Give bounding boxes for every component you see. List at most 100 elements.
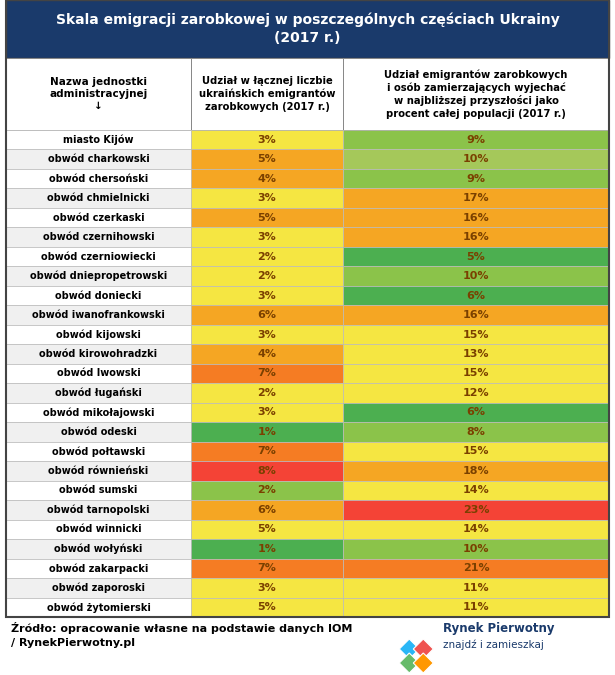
Text: 11%: 11%: [462, 583, 490, 593]
Text: Skala emigracji zarobkowej w poszczególnych częściach Ukrainy
(2017 r.): Skala emigracji zarobkowej w poszczególn…: [55, 13, 560, 45]
Bar: [343, 305, 609, 325]
Text: Udział emigrantów zarobkowych
i osób zamierzających wyjechać
w najbliższej przys: Udział emigrantów zarobkowych i osób zam…: [384, 69, 568, 119]
Bar: [191, 305, 343, 325]
Text: 16%: 16%: [462, 232, 490, 242]
Bar: [191, 286, 343, 305]
Text: obwód czernihowski: obwód czernihowski: [42, 232, 154, 242]
Bar: [191, 247, 343, 267]
Text: 23%: 23%: [462, 505, 490, 515]
Bar: [343, 169, 609, 188]
Text: obwód doniecki: obwód doniecki: [55, 290, 141, 300]
Text: 2%: 2%: [258, 252, 276, 262]
Bar: [191, 169, 343, 188]
Bar: [343, 149, 609, 169]
Text: 14%: 14%: [462, 524, 490, 535]
Bar: [343, 130, 609, 149]
Bar: [343, 481, 609, 500]
Text: 21%: 21%: [462, 564, 490, 573]
Bar: [191, 403, 343, 422]
Polygon shape: [399, 653, 419, 673]
Text: 3%: 3%: [258, 135, 276, 144]
Polygon shape: [413, 653, 434, 673]
Text: Rynek Pierwotny: Rynek Pierwotny: [443, 622, 554, 635]
Bar: [6, 188, 191, 208]
Text: 1%: 1%: [258, 544, 276, 554]
Bar: [191, 461, 343, 481]
Bar: [6, 149, 191, 169]
Text: obwód iwanofrankowski: obwód iwanofrankowski: [32, 310, 165, 320]
Text: 4%: 4%: [258, 173, 277, 184]
Bar: [343, 286, 609, 305]
Bar: [6, 58, 191, 130]
Bar: [191, 597, 343, 617]
Text: 9%: 9%: [467, 173, 485, 184]
Bar: [6, 130, 191, 149]
Text: 7%: 7%: [258, 446, 276, 456]
Bar: [343, 461, 609, 481]
Text: obwód tarnopolski: obwód tarnopolski: [47, 505, 149, 515]
Text: 2%: 2%: [258, 485, 276, 495]
Bar: [6, 0, 609, 58]
Bar: [6, 422, 191, 441]
Text: obwód zakarpacki: obwód zakarpacki: [49, 563, 148, 574]
Bar: [6, 441, 191, 461]
Bar: [6, 305, 191, 325]
Text: obwód równieński: obwód równieński: [49, 466, 149, 476]
Text: obwód kirowohradzki: obwód kirowohradzki: [39, 349, 157, 359]
Text: obwód sumski: obwód sumski: [59, 485, 138, 495]
Text: 2%: 2%: [258, 271, 276, 281]
Bar: [343, 247, 609, 267]
Text: 5%: 5%: [258, 213, 276, 223]
Bar: [343, 558, 609, 578]
Bar: [343, 58, 609, 130]
Text: Udział w łącznej liczbie
ukraińskich emigrantów
zarobkowych (2017 r.): Udział w łącznej liczbie ukraińskich emi…: [199, 76, 335, 112]
Text: znajdź i zamieszkaj: znajdź i zamieszkaj: [443, 639, 544, 649]
Bar: [191, 500, 343, 520]
Bar: [343, 441, 609, 461]
Bar: [343, 364, 609, 383]
Text: 3%: 3%: [258, 329, 276, 340]
Text: Nazwa jednostki
administracyjnej
↓: Nazwa jednostki administracyjnej ↓: [49, 76, 148, 111]
Text: obwód żytomierski: obwód żytomierski: [47, 602, 151, 612]
Bar: [191, 364, 343, 383]
Bar: [6, 286, 191, 305]
Text: 6%: 6%: [467, 408, 485, 417]
Bar: [343, 422, 609, 441]
Bar: [6, 267, 191, 286]
Text: 13%: 13%: [462, 349, 490, 359]
Text: 11%: 11%: [462, 602, 490, 612]
Bar: [191, 58, 343, 130]
Text: 16%: 16%: [462, 310, 490, 320]
Bar: [191, 441, 343, 461]
Text: 3%: 3%: [258, 290, 276, 300]
Bar: [6, 208, 191, 227]
Text: 14%: 14%: [462, 485, 490, 495]
Text: 2%: 2%: [258, 388, 276, 398]
Bar: [6, 597, 191, 617]
Text: obwód ługański: obwód ługański: [55, 387, 142, 398]
Bar: [6, 325, 191, 344]
Text: obwód chersoński: obwód chersoński: [49, 173, 148, 184]
Text: 6%: 6%: [467, 290, 485, 300]
Text: 18%: 18%: [462, 466, 490, 476]
Bar: [343, 500, 609, 520]
Bar: [6, 169, 191, 188]
Text: 3%: 3%: [258, 193, 276, 203]
Text: 7%: 7%: [258, 564, 276, 573]
Text: 5%: 5%: [258, 154, 276, 164]
Bar: [6, 461, 191, 481]
Text: 5%: 5%: [258, 524, 276, 535]
Text: 6%: 6%: [258, 505, 277, 515]
Text: obwód wołyński: obwód wołyński: [54, 543, 143, 554]
Text: 10%: 10%: [462, 271, 490, 281]
Bar: [191, 149, 343, 169]
Bar: [191, 520, 343, 539]
Bar: [191, 208, 343, 227]
Text: 5%: 5%: [258, 602, 276, 612]
Bar: [191, 481, 343, 500]
Text: 10%: 10%: [462, 154, 490, 164]
Text: obwód lwowski: obwód lwowski: [57, 369, 140, 379]
Text: 16%: 16%: [462, 213, 490, 223]
Text: 17%: 17%: [462, 193, 490, 203]
Text: 9%: 9%: [467, 135, 485, 144]
